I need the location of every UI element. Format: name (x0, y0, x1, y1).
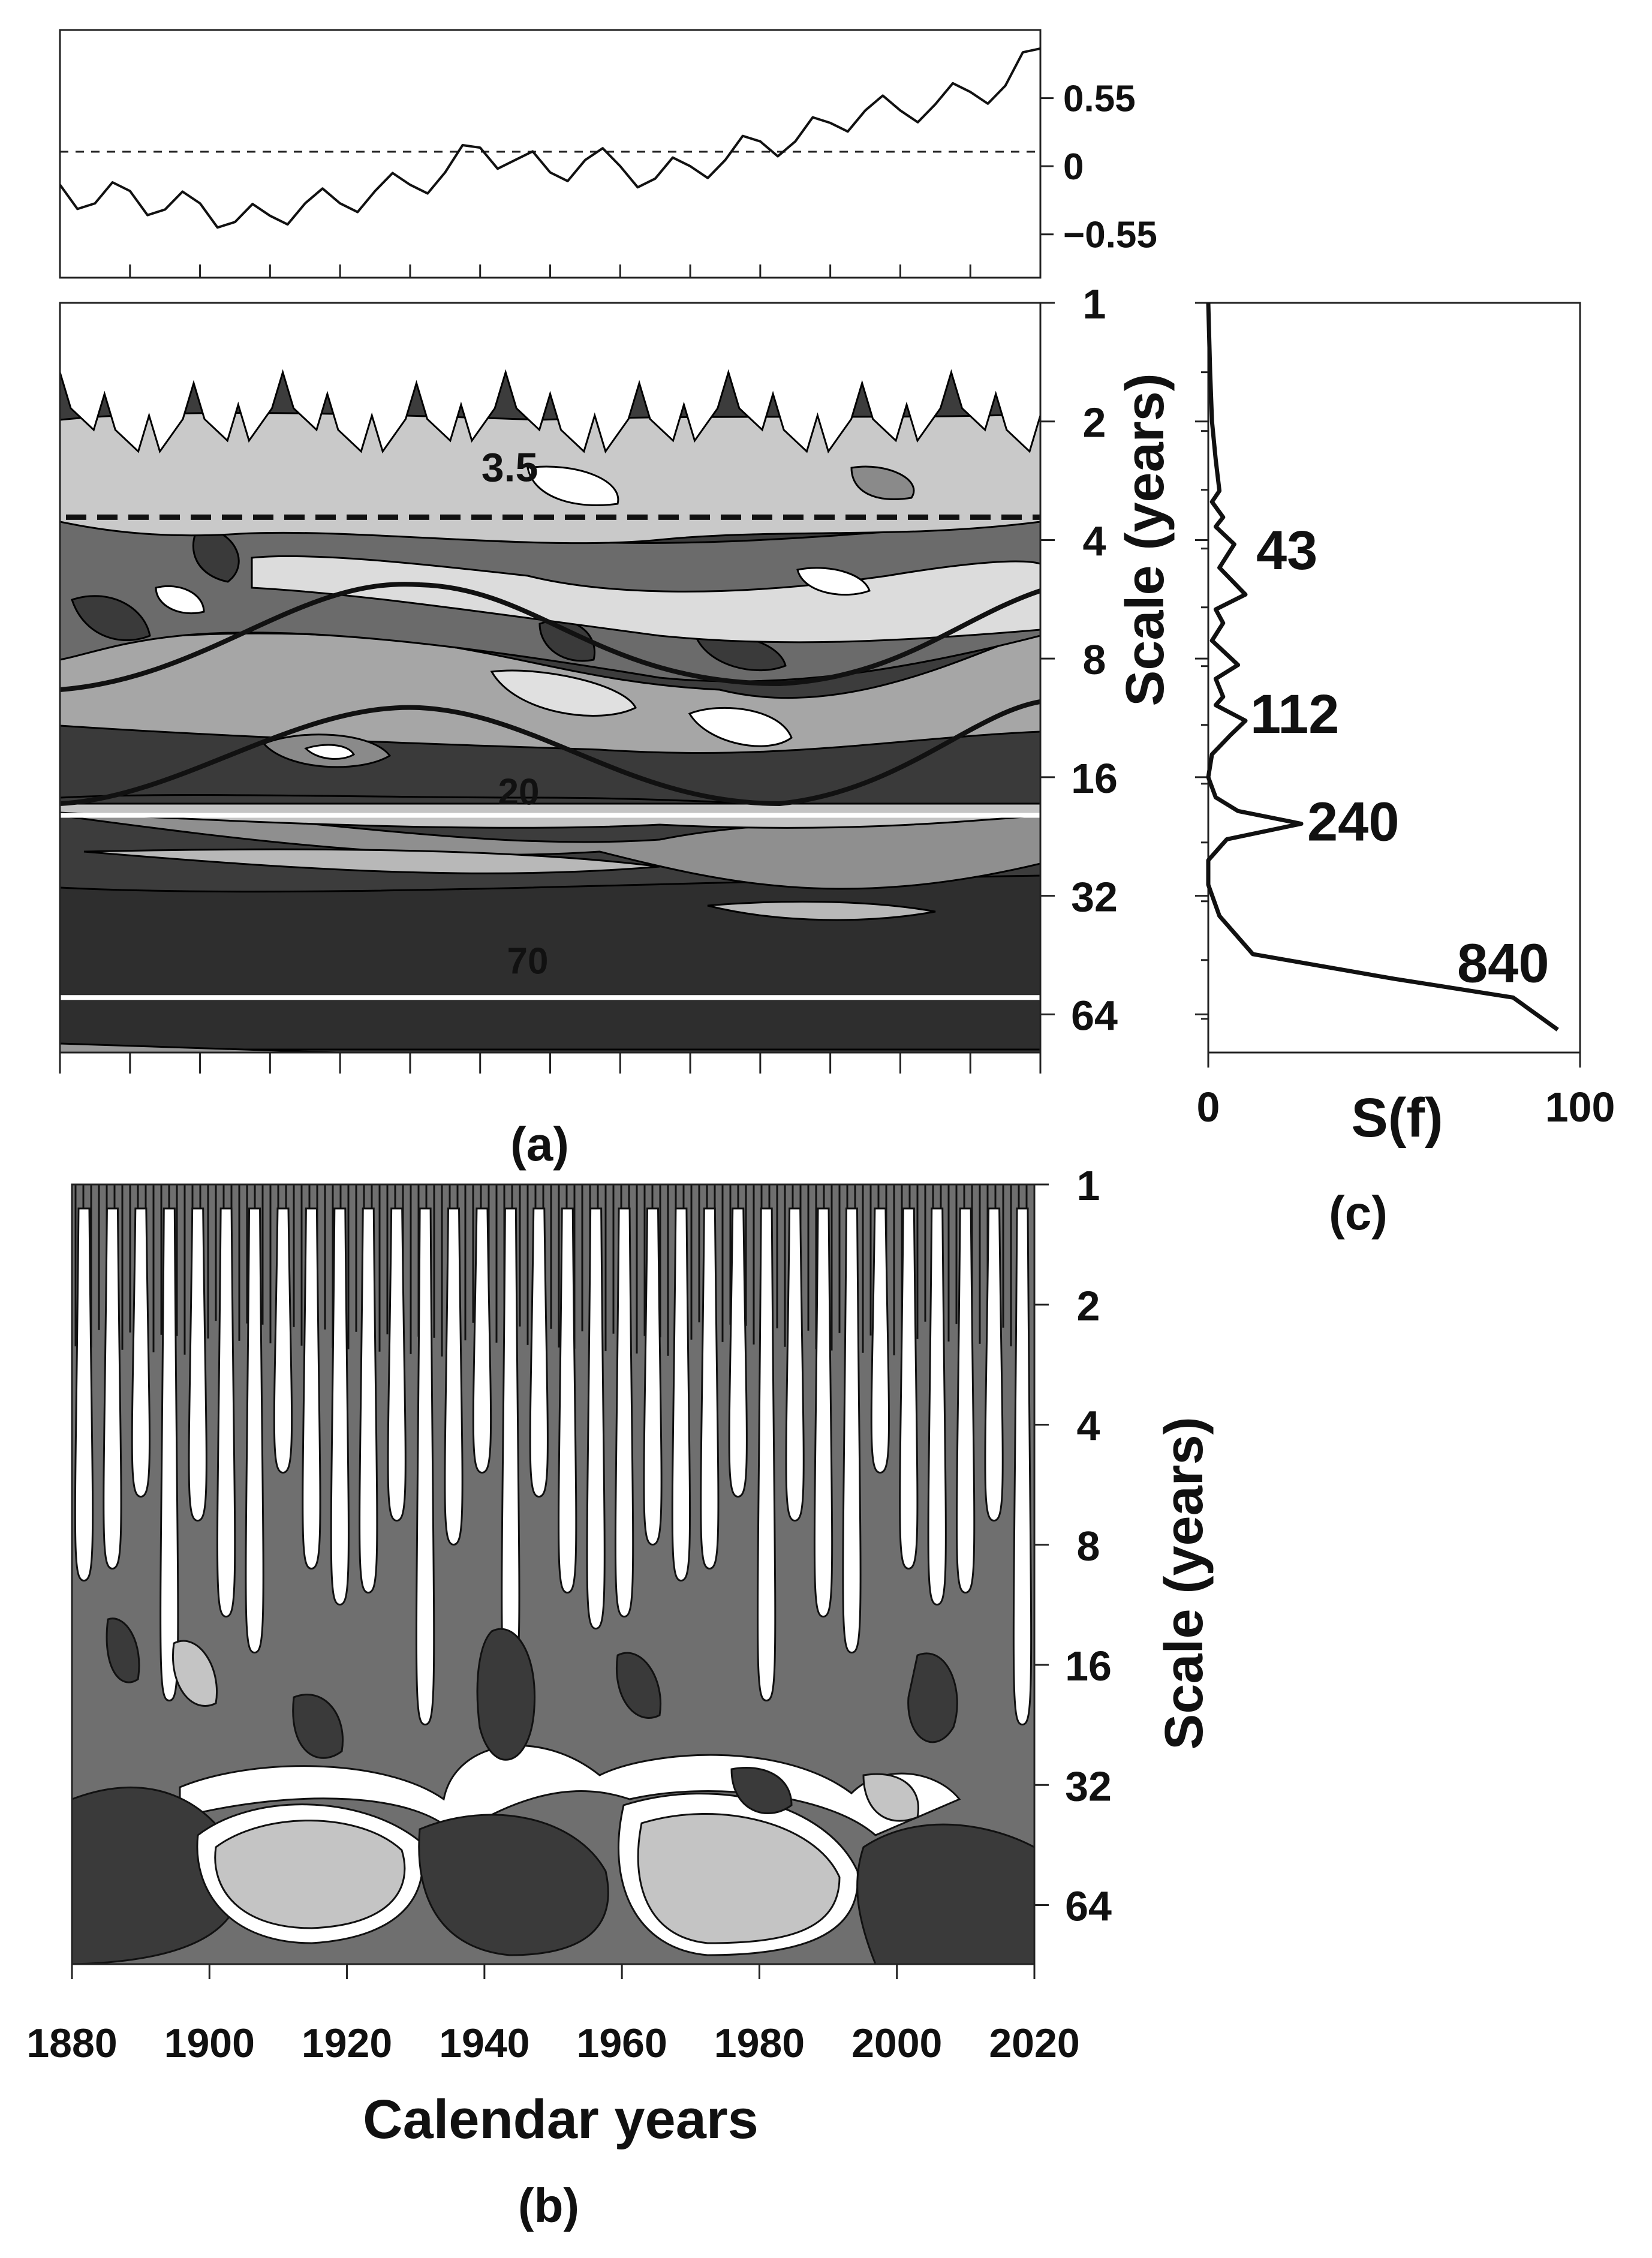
panel-b-x-tick-label: 1900 (164, 2021, 255, 2066)
panel-b-ylabel: Scale (years) (1154, 1417, 1214, 1749)
spectrum-peak-label: 840 (1457, 933, 1549, 994)
panel-a-y-tick-label: 1 (1083, 281, 1106, 327)
panel-c-x-tick-label: 100 (1545, 1084, 1615, 1130)
series-frame (59, 29, 1042, 279)
panel-a-y-tick-label: 4 (1083, 518, 1106, 564)
panel-a-y-tick-label: 64 (1071, 992, 1118, 1039)
panel-c-x-axis: 0 100 (1197, 1053, 1615, 1130)
spectrum-panel-c: 0 100 43 112 240 840 S(f) Scale (years) (1115, 302, 1615, 1148)
panel-a-y-axis: 1 2 4 8 16 32 64 (1040, 281, 1118, 1039)
series-y-tick-label: 0.55 (1063, 79, 1136, 120)
wavelet-panel-a: 3.5 20 70 1 2 4 8 16 32 64 (59, 281, 1118, 1074)
panel-b-y-tick-label: 1 (1077, 1162, 1100, 1209)
panel-a-y-tick-label: 2 (1083, 399, 1106, 446)
panel-a-y-tick-label: 32 (1071, 874, 1118, 921)
panel-b-x-axis: 1880 1900 1920 1940 1960 1980 2000 2020 (26, 1964, 1080, 2066)
spectrum-peak-label: 43 (1256, 520, 1317, 581)
series-y-axis: 0.55 0 −0.55 (1040, 79, 1157, 256)
panel-c-ylabel: Scale (years) (1115, 373, 1175, 706)
panel-a-y-tick-label: 8 (1083, 636, 1106, 683)
panel-b-x-tick-label: 1980 (714, 2021, 805, 2066)
series-x-ticks (59, 264, 1042, 278)
panel-b-label: (b) (518, 2179, 579, 2232)
panel-b-y-tick-label: 2 (1077, 1282, 1100, 1329)
panel-a-y-tick-label: 16 (1071, 755, 1118, 802)
panel-b-x-tick-label: 1960 (577, 2021, 667, 2066)
series-y-tick-label: 0 (1063, 146, 1084, 188)
annotation-3.5: 3.5 (482, 444, 538, 490)
annotation-70: 70 (507, 940, 549, 982)
panel-b-x-tick-label: 1920 (302, 2021, 392, 2066)
panel-c-y-ticks (1195, 302, 1208, 1020)
panel-b-x-tick-label: 1880 (26, 2021, 117, 2066)
panel-b-y-tick-label: 16 (1065, 1643, 1112, 1689)
panel-b-y-tick-label: 4 (1077, 1403, 1100, 1450)
panel-c-x-tick-label: 0 (1197, 1084, 1220, 1130)
panel-b-y-tick-label: 64 (1065, 1883, 1112, 1930)
fitted-sinusoid-upper (60, 582, 1040, 692)
panel-a-label: (a) (510, 1117, 569, 1171)
fitted-sinusoid-lower (60, 699, 1040, 807)
panel-b-y-axis: 1 2 4 8 16 32 64 (1034, 1162, 1112, 1930)
panel-c-xlabel: S(f) (1351, 1087, 1443, 1148)
series-y-tick-label: −0.55 (1063, 215, 1157, 256)
spectrum-line (1206, 302, 1559, 1032)
panel-c-frame (1207, 302, 1581, 1054)
panel-a-x-ticks (59, 1053, 1042, 1074)
spectrum-peak-labels: 43 112 240 840 (1250, 520, 1549, 994)
temperature-series-panel: 0.55 0 −0.55 (59, 29, 1157, 279)
wavelet-panel-b: 1 2 4 8 16 32 64 1880 1900 1920 1940 1960 1980 2000 2… (26, 1162, 1214, 2150)
panel-b-y-tick-label: 32 (1065, 1763, 1112, 1809)
panel-b-x-tick-label: 2020 (989, 2021, 1079, 2066)
panel-b-frame (71, 1183, 1036, 1965)
panel-b-x-tick-label: 1940 (439, 2021, 529, 2066)
panel-c-label: (c) (1329, 1186, 1388, 1240)
panel-b-contours (72, 1184, 1034, 1964)
annotation-20: 20 (498, 772, 540, 813)
panel-b-xlabel: Calendar years (363, 2089, 759, 2150)
panel-b-x-tick-label: 2000 (851, 2021, 942, 2066)
spectrum-peak-label: 240 (1307, 791, 1400, 852)
panel-b-y-tick-label: 8 (1077, 1523, 1100, 1570)
temperature-anomaly-line (60, 47, 1040, 229)
spectrum-peak-label: 112 (1250, 684, 1339, 745)
panel-a-contours (60, 303, 1040, 1053)
